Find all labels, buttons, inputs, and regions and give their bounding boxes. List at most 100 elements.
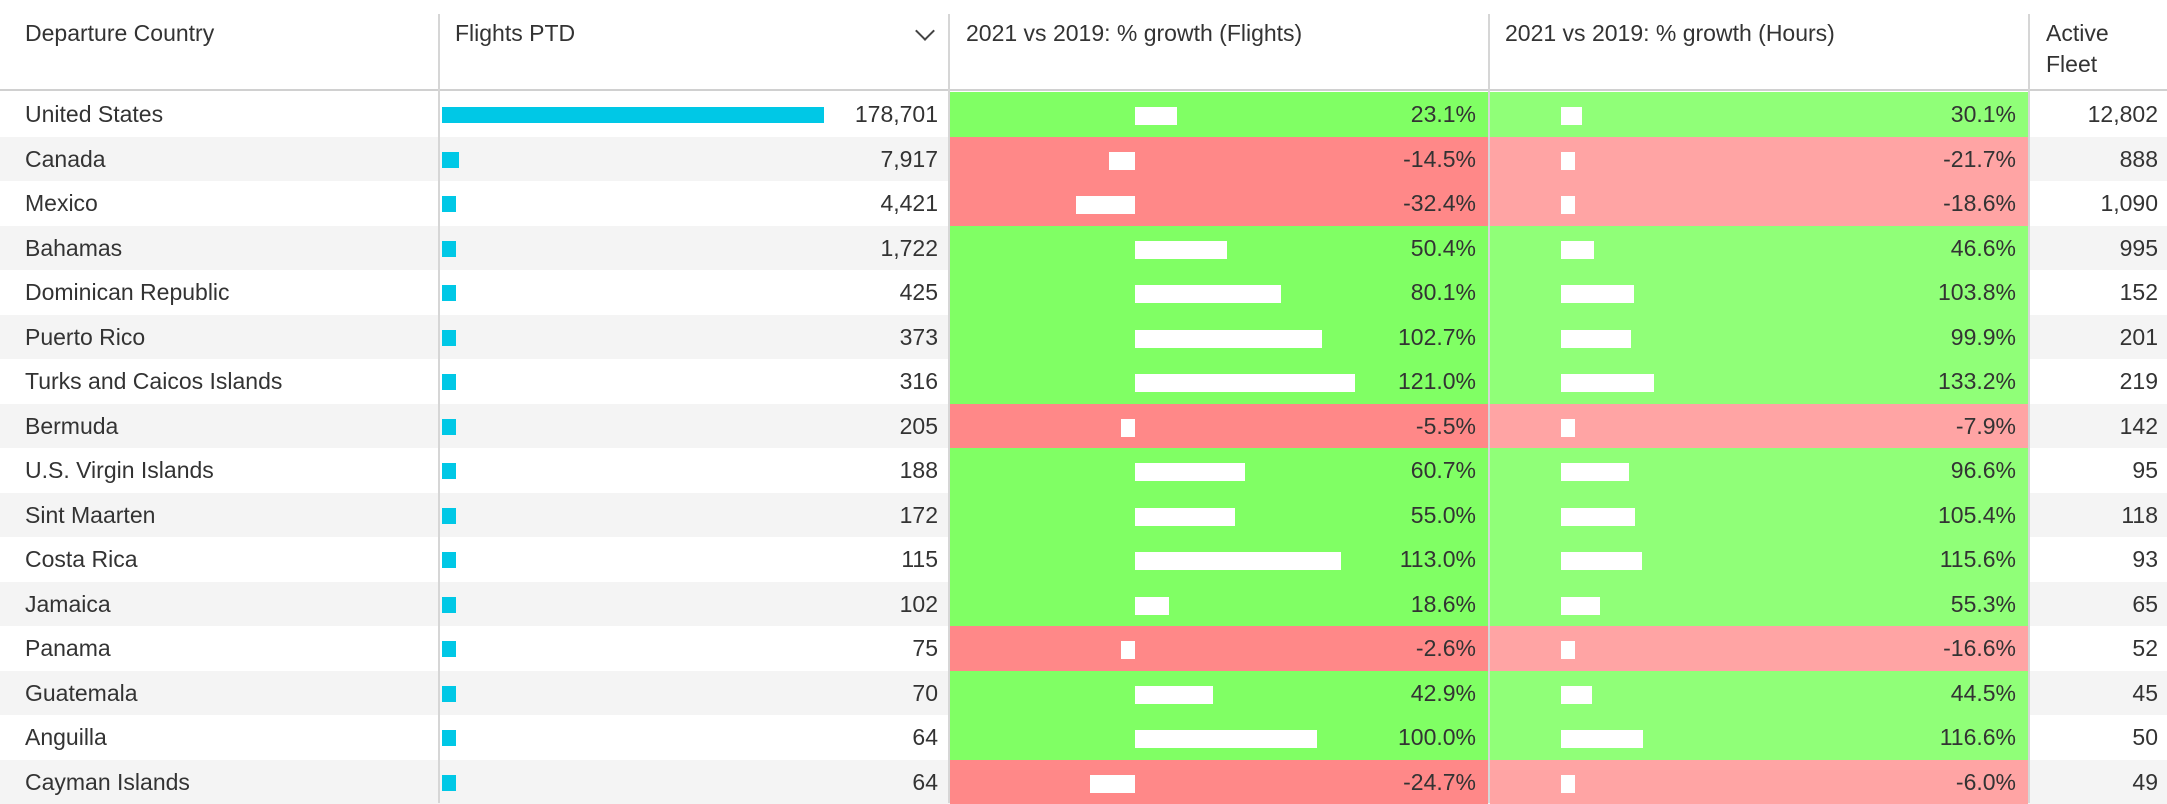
column-divider[interactable] [438,14,440,803]
flights-value: 102 [440,582,938,627]
growth-hours-value: 105.4% [1938,493,2016,537]
header-departure-country[interactable]: Departure Country [25,0,435,89]
country-name: Bermuda [25,404,118,449]
column-divider[interactable] [948,14,950,803]
growth-flights-bar [1135,374,1355,392]
table-header: Departure Country Flights PTD 2021 vs 20… [0,0,2167,91]
active-fleet-value: 118 [2030,493,2158,538]
growth-flights-value: 23.1% [1411,92,1476,136]
header-active-fleet[interactable]: Active Fleet [2046,0,2166,89]
country-name: Jamaica [25,582,111,627]
growth-hours-cell: 44.5% [1490,671,2028,716]
growth-flights-bar [1135,686,1213,704]
growth-hours-bar [1561,330,1631,348]
country-name: Canada [25,137,106,182]
active-fleet-value: 45 [2030,671,2158,716]
growth-flights-cell: 50.4% [950,226,1488,271]
header-growth-hours[interactable]: 2021 vs 2019: % growth (Hours) [1505,0,2025,89]
country-name: Costa Rica [25,537,137,582]
growth-hours-bar [1561,285,1634,303]
active-fleet-value: 52 [2030,626,2158,671]
country-name: Anguilla [25,715,107,760]
growth-hours-cell: 115.6% [1490,537,2028,582]
growth-flights-value: -32.4% [1403,181,1476,225]
header-label: 2021 vs 2019: % growth (Hours) [1505,18,2025,49]
growth-flights-bar [1090,775,1135,793]
header-flights-ptd[interactable]: Flights PTD [455,0,950,89]
flights-value: 373 [440,315,938,360]
growth-hours-cell: 116.6% [1490,715,2028,760]
growth-hours-value: -6.0% [1956,760,2016,804]
country-name: U.S. Virgin Islands [25,448,214,493]
growth-flights-cell: -5.5% [950,404,1488,449]
growth-hours-value: -21.7% [1943,137,2016,181]
growth-flights-bar [1135,463,1245,481]
growth-flights-cell: 23.1% [950,92,1488,137]
growth-hours-bar [1561,463,1629,481]
active-fleet-value: 995 [2030,226,2158,271]
growth-flights-value: 42.9% [1411,671,1476,715]
active-fleet-value: 95 [2030,448,2158,493]
growth-flights-cell: -24.7% [950,760,1488,804]
growth-flights-value: 60.7% [1411,448,1476,492]
growth-flights-bar [1121,641,1135,659]
growth-hours-value: 133.2% [1938,359,2016,403]
growth-hours-bar [1561,508,1635,526]
growth-flights-value: -2.6% [1416,626,1476,670]
growth-flights-bar [1135,730,1317,748]
growth-flights-value: -14.5% [1403,137,1476,181]
growth-flights-cell: 42.9% [950,671,1488,716]
growth-hours-value: 116.6% [1940,715,2016,759]
growth-flights-value: -24.7% [1403,760,1476,804]
growth-hours-cell: -6.0% [1490,760,2028,804]
growth-flights-value: 50.4% [1411,226,1476,270]
flights-value: 70 [440,671,938,716]
growth-flights-cell: -32.4% [950,181,1488,226]
growth-hours-bar [1561,686,1592,704]
growth-hours-cell: 99.9% [1490,315,2028,360]
growth-hours-bar [1561,241,1594,259]
growth-hours-cell: 46.6% [1490,226,2028,271]
active-fleet-value: 152 [2030,270,2158,315]
growth-hours-cell: 96.6% [1490,448,2028,493]
column-divider[interactable] [1488,14,1490,803]
growth-flights-bar [1076,196,1135,214]
growth-flights-value: -5.5% [1416,404,1476,448]
growth-hours-value: 55.3% [1951,582,2016,626]
active-fleet-value: 12,802 [2030,92,2158,137]
growth-flights-cell: 55.0% [950,493,1488,538]
growth-flights-bar [1135,285,1281,303]
country-name: Cayman Islands [25,760,190,804]
header-label: Flights PTD [455,18,950,49]
growth-flights-cell: 100.0% [950,715,1488,760]
growth-hours-value: 30.1% [1951,92,2016,136]
growth-flights-cell: 113.0% [950,537,1488,582]
growth-flights-value: 18.6% [1411,582,1476,626]
flights-value: 205 [440,404,938,449]
header-growth-flights[interactable]: 2021 vs 2019: % growth (Flights) [966,0,1486,89]
growth-hours-bar [1561,641,1575,659]
column-divider[interactable] [2028,14,2030,803]
growth-flights-bar [1109,152,1135,170]
flights-value: 64 [440,715,938,760]
growth-hours-cell: 105.4% [1490,493,2028,538]
growth-flights-cell: 80.1% [950,270,1488,315]
flights-value: 64 [440,760,938,804]
